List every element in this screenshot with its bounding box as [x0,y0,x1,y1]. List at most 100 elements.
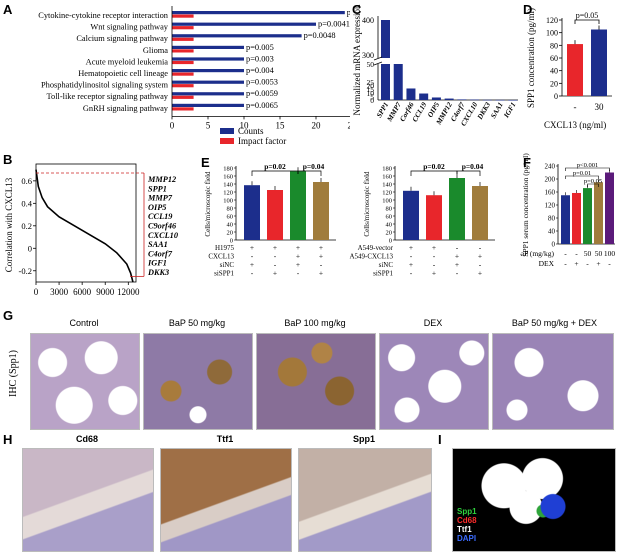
e-row-cell: + [296,243,300,252]
e-row-cell: + [296,252,300,261]
f-row-label: BaP (mg/kg) [520,249,554,258]
legend-label-counts: Counts [238,126,264,136]
d-y-tick-label: 40 [550,67,558,76]
panel-b-chart: Correlation with CXCL13 -0.2 0 0.2 0.4 0.6 0 3… [4,163,178,297]
f-y-tick-label: 120 [545,202,556,210]
f-row-cell: + [596,259,600,268]
e-bar [403,190,419,240]
e-row-label: siNC [220,261,235,269]
legend-dapi: DAPI [457,534,477,543]
c-bar [431,97,441,100]
d-significance-bracket [574,19,600,24]
f-y-tick-label: 80 [548,215,556,223]
panel-f-chart: SPP1 serum concentration (pg/ml) 0 40 80 120… [520,153,616,268]
e-pvalue: p=0.02 [423,162,445,171]
c-break-mark [373,61,383,66]
a-category-label: Hematopoietic cell lineage [78,69,168,78]
e-y-tick-label: 180 [223,166,233,173]
a-category-label: Wnt signaling pathway [90,23,168,32]
e-row-cell: + [432,269,436,278]
g-title-dex: DEX [423,318,443,328]
c-tick-label: 25 [367,78,375,87]
e-ylabel: Cells/microscopic field [363,171,371,237]
e-row-cell: - [479,243,482,252]
d-bar [567,44,583,96]
h-title-spp1: Spp1 [352,434,375,444]
c-tick-label: 50 [367,60,375,69]
a-category-label: Toll-like receptor signaling pathway [46,92,168,101]
a-x-tick-label: 25 [348,120,351,130]
legend-spp1: Spp1 [457,507,477,516]
panel-letter-i: I [438,432,442,447]
a-bar-impact [172,26,194,30]
panel-g-ylabel-wrap: IHC (Spp1) [0,345,28,405]
a-category-label: Cytokine-cytokine receptor interaction [38,11,169,20]
e-y-tick-label: 40 [386,222,393,229]
b-correlation-curve [35,169,134,283]
c-tick-label: 10 [367,89,375,98]
h-title-ttf1: Ttf1 [216,434,234,444]
b-gene-label: SAA1 [148,240,168,249]
e-row-cell: - [320,260,323,269]
c-bar [406,88,416,100]
a-category-label: Calcium signaling pathway [76,34,168,43]
e-y-tick-label: 60 [386,214,393,221]
a-bar-counts [172,11,345,15]
d-bar [591,29,607,96]
c-break-mark [373,56,383,61]
legend-swatch-counts [220,128,234,134]
b-x-tick-label: 0 [34,287,39,297]
panel-c-chart: Normalized mRNA expression 400 300 0510152… [352,4,518,127]
e-row-cell: + [409,260,413,269]
e-y-tick-label: 0 [230,238,233,245]
f-row-cell: - [586,259,589,268]
f-bar [605,172,614,244]
e-row-cell: - [456,243,459,252]
e-row-label: H1975 [215,244,235,252]
e-y-tick-label: 140 [382,182,392,189]
e-ylabel: Cells/microscopic field [204,171,212,237]
e-y-tick-label: 20 [227,230,234,237]
e-bar [313,182,329,240]
f-y-tick-label: 40 [548,228,556,236]
e-y-tick-label: 80 [227,206,234,213]
b-gene-label: OIP5 [148,203,166,212]
e-bar [449,178,465,240]
a-bar-impact [172,60,194,65]
d-category-label: - [574,102,577,112]
e-bar [472,186,488,240]
panel-a-chart: Cytokine-cytokine receptor interaction Wn… [38,6,351,146]
a-bar-counts [172,57,244,61]
legend-ttf1: Ttf1 [457,525,472,534]
b-y-tick-label: -0.2 [19,266,32,276]
f-pvalue: p=0.01 [573,170,591,177]
f-y-tick-label: 160 [545,189,556,197]
e-row-cell: - [297,269,300,278]
e-row-cell: + [250,260,254,269]
e-y-tick-label: 140 [223,182,233,189]
c-bar [393,64,403,100]
b-gene-label: C4orf7 [148,249,173,258]
b-y-tick-label: 0.2 [21,221,32,231]
c-bar [508,99,518,101]
e-y-tick-label: 160 [223,174,233,181]
f-row-cell: - [564,259,567,268]
g-title-bap100: BaP 100 mg/kg [284,318,346,328]
e-y-tick-label: 160 [382,174,392,181]
f-row-cell: 100 [604,249,616,258]
f-row-cell: - [564,249,567,258]
a-x-tick-label: 15 [276,120,286,130]
f-bar [561,195,570,244]
panel-d-chart: SPP1 concentration (pg/ml) 0 20 40 60 80 100 1… [526,8,612,130]
e-bracket [410,170,458,176]
b-gene-label: IGF1 [147,259,167,268]
e-row-cell: + [250,243,254,252]
d-y-tick-label: 120 [546,16,558,25]
g-title-bap50: BaP 50 mg/kg [168,318,226,328]
a-bar-impact [172,107,194,111]
e-y-tick-label: 100 [223,198,233,205]
e-row-label: A549-CXCL13 [349,253,393,261]
c-bar [444,98,454,100]
f-bar [572,192,581,244]
panel-letter-c: C [352,2,362,17]
